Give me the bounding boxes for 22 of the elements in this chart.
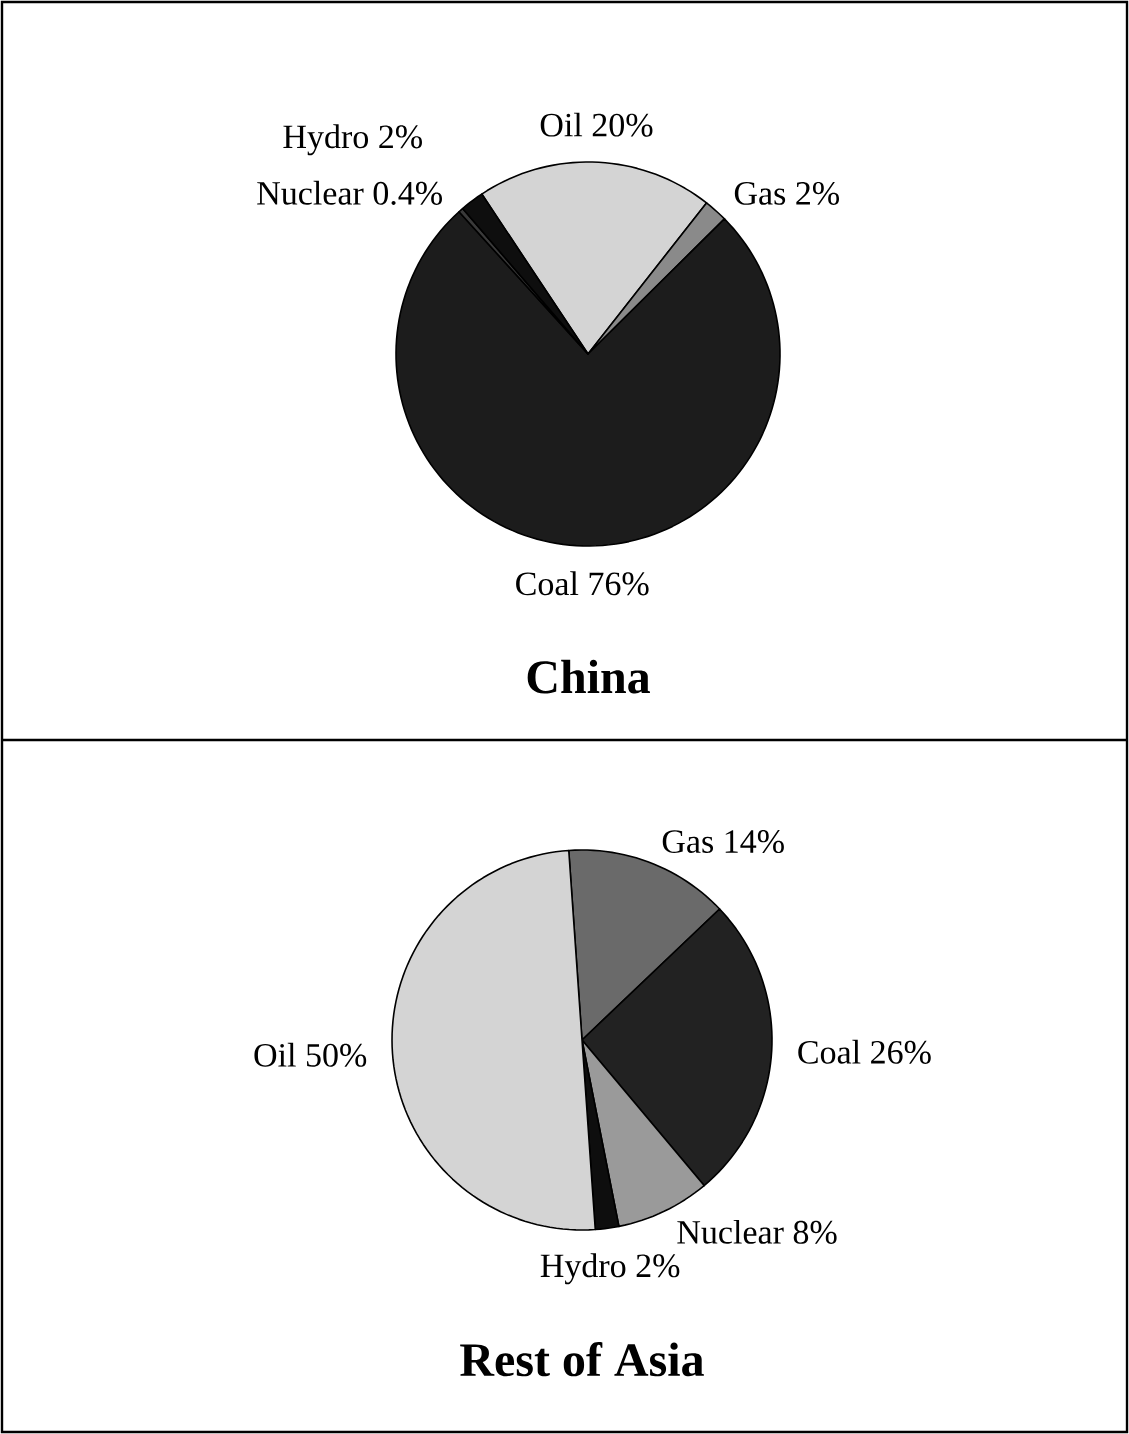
slice-label: Gas — [734, 181, 786, 205]
data-label: 8% — [793, 1220, 837, 1244]
data-label: 76% — [589, 572, 649, 596]
data-label: 0.4% — [373, 181, 442, 205]
data-label: 2% — [796, 181, 839, 205]
text: Rest of Asia — [460, 1342, 704, 1377]
data-label: 2% — [636, 1254, 680, 1278]
data-label: 2% — [379, 125, 422, 149]
slice-label: Coal — [516, 571, 579, 596]
slice-label: Coal — [798, 1039, 861, 1064]
data-label: 20% — [592, 113, 653, 137]
data-label: 26% — [871, 1040, 931, 1064]
data-label: 50% — [306, 1043, 367, 1067]
slice-label: Nuclear — [257, 180, 364, 205]
slice-label: Hydro — [540, 1253, 626, 1285]
slice-label: Gas — [662, 830, 714, 854]
text: China — [527, 659, 650, 694]
data-label: 14% — [725, 830, 784, 854]
slice-label: Oil — [540, 112, 583, 137]
slice-label: Hydro — [283, 124, 369, 156]
slice-label: Nuclear — [677, 1219, 784, 1244]
slice-label: Oil — [254, 1042, 296, 1067]
